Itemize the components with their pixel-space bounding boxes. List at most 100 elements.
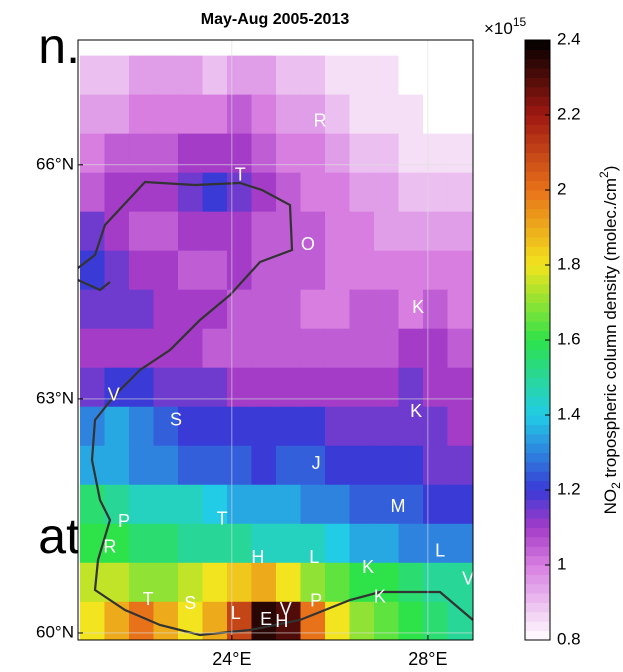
- heat-cell: [178, 56, 203, 96]
- heat-cell: [325, 290, 350, 330]
- y-tick-label: 60°N: [36, 622, 74, 641]
- y-tick-label: 63°N: [36, 388, 74, 407]
- heat-cell: [227, 407, 252, 447]
- heat-cell: [325, 329, 350, 369]
- heat-cell: [350, 602, 375, 641]
- colorbar-tick-label: 1: [557, 554, 566, 573]
- heat-cell: [276, 290, 301, 330]
- heat-cell: [104, 95, 129, 135]
- colorbar-swatch: [525, 546, 550, 556]
- colorbar-swatch: [525, 153, 550, 163]
- heat-cell: [202, 173, 227, 213]
- heat-cell: [399, 134, 424, 174]
- heat-cell: [104, 290, 129, 330]
- heat-cell: [251, 173, 276, 213]
- heat-cell: [251, 56, 276, 96]
- heat-cell: [80, 212, 105, 252]
- colorbar-swatch: [525, 396, 550, 406]
- heat-cell: [104, 329, 129, 369]
- heat-cell: [202, 290, 227, 330]
- heat-cell: [104, 56, 129, 96]
- place-label: S: [170, 410, 182, 430]
- heat-cell: [178, 524, 203, 564]
- heat-cell: [202, 329, 227, 369]
- heat-cell: [300, 173, 325, 213]
- heat-cell: [153, 524, 178, 564]
- heat-cell: [80, 329, 105, 369]
- heat-cell: [227, 446, 252, 486]
- place-label: P: [118, 511, 130, 531]
- colorbar-swatch: [525, 499, 550, 509]
- heat-cell: [374, 329, 399, 369]
- heat-cell: [129, 407, 154, 447]
- heat-cell: [325, 446, 350, 486]
- heat-cell: [202, 368, 227, 408]
- heat-cell: [350, 251, 375, 291]
- heat-cell: [276, 485, 301, 525]
- heat-cell: [350, 95, 375, 135]
- colorbar-swatch: [525, 331, 550, 341]
- colorbar-swatch: [525, 593, 550, 603]
- heat-cell: [448, 485, 473, 525]
- heat-cell: [276, 407, 301, 447]
- place-label: L: [231, 603, 241, 623]
- colorbar-swatch: [525, 209, 550, 219]
- x-tick-label: 28°E: [408, 649, 447, 669]
- colorbar-tick-label: 2.4: [557, 29, 581, 48]
- colorbar-swatch: [525, 68, 550, 78]
- heat-cell: [104, 134, 129, 174]
- heat-cell: [448, 134, 473, 174]
- heat-cell: [153, 563, 178, 603]
- colorbar-tick-label: 1.4: [557, 404, 581, 423]
- heat-cell: [129, 485, 154, 525]
- heat-cell: [129, 368, 154, 408]
- heat-cell: [178, 290, 203, 330]
- heat-cell: [251, 485, 276, 525]
- heat-cell: [399, 95, 424, 135]
- heat-cell: [129, 251, 154, 291]
- colorbar-swatch: [525, 528, 550, 538]
- heat-cell: [325, 524, 350, 564]
- heat-cell: [325, 407, 350, 447]
- colorbar-multiplier: ×1015: [484, 15, 527, 38]
- heat-cell: [300, 251, 325, 291]
- colorbar-swatch: [525, 115, 550, 125]
- heat-cell: [202, 212, 227, 252]
- colorbar-swatch: [525, 471, 550, 481]
- heat-cell: [350, 134, 375, 174]
- heat-cell: [325, 368, 350, 408]
- colorbar-swatch: [525, 49, 550, 59]
- heat-cell: [399, 563, 424, 603]
- heat-cell: [350, 329, 375, 369]
- heat-cell: [374, 524, 399, 564]
- place-label: M: [391, 496, 406, 516]
- place-label: T: [143, 589, 154, 609]
- heat-cell: [202, 524, 227, 564]
- heat-cell: [178, 329, 203, 369]
- heat-cell: [325, 56, 350, 96]
- heat-cell: [202, 446, 227, 486]
- colorbar-swatch: [525, 124, 550, 134]
- colorbar-swatch: [525, 340, 550, 350]
- heat-cell: [178, 251, 203, 291]
- heat-cell: [129, 446, 154, 486]
- colorbar-swatch: [525, 406, 550, 416]
- heat-cell: [325, 485, 350, 525]
- heat-cell: [227, 485, 252, 525]
- heat-cell: [80, 368, 105, 408]
- heat-cell: [399, 446, 424, 486]
- heat-cell: [399, 173, 424, 213]
- multiplier-exponent: 15: [513, 15, 527, 29]
- heat-cell: [202, 95, 227, 135]
- heat-cell: [423, 290, 448, 330]
- cut-text: at: [38, 508, 80, 564]
- colorbar-swatch: [525, 265, 550, 275]
- heat-cell: [178, 134, 203, 174]
- heat-cell: [325, 173, 350, 213]
- place-label: V: [462, 569, 474, 589]
- colorbar-swatch: [525, 443, 550, 453]
- colorbar-swatch: [525, 424, 550, 434]
- heat-cell: [423, 95, 448, 135]
- heat-cell: [153, 290, 178, 330]
